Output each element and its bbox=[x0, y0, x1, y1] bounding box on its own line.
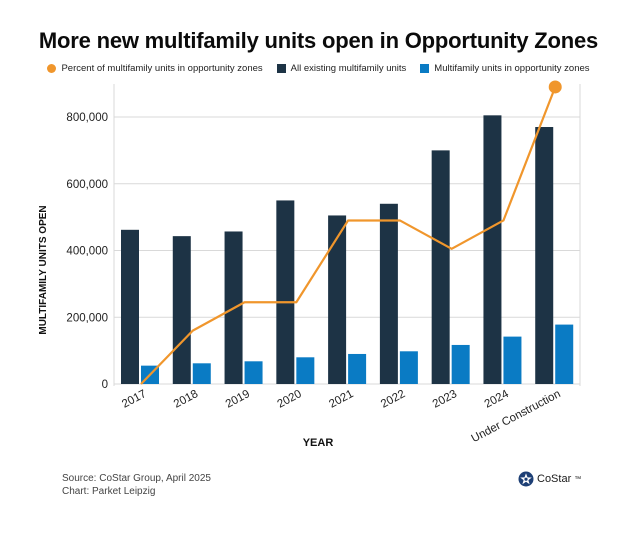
bar-opportunity-units bbox=[348, 353, 367, 384]
bar-opportunity-units bbox=[192, 363, 211, 384]
bar-existing-units bbox=[121, 229, 139, 384]
bar-existing-units bbox=[172, 236, 191, 384]
legend: Percent of multifamily units in opportun… bbox=[0, 63, 637, 74]
source-note: Source: CoStar Group, April 2025 Chart: … bbox=[62, 472, 211, 498]
y-tick-label: 600,000 bbox=[66, 179, 108, 191]
percent-endpoint-marker bbox=[548, 80, 562, 94]
legend-item-percent: Percent of multifamily units in opportun… bbox=[47, 63, 263, 74]
legend-swatch-opportunity bbox=[420, 64, 430, 73]
costar-star-icon bbox=[518, 471, 534, 487]
y-tick-label: 0 bbox=[102, 379, 108, 391]
x-tick-label: 2023 bbox=[431, 388, 459, 411]
legend-swatch-existing bbox=[276, 64, 286, 73]
x-tick-label: 2024 bbox=[483, 388, 512, 411]
source-line: Source: CoStar Group, April 2025 bbox=[62, 473, 211, 484]
bar-opportunity-units bbox=[555, 324, 574, 384]
x-tick-label: Under Construction bbox=[470, 388, 563, 445]
y-tick-label: 400,000 bbox=[66, 246, 108, 258]
legend-item-opportunity: Multifamily units in opportunity zones bbox=[420, 63, 590, 74]
bar-existing-units bbox=[276, 200, 295, 384]
y-tick-labels: 0 200,000 400,000 600,000 800,000 bbox=[66, 112, 108, 391]
legend-item-existing: All existing multifamily units bbox=[276, 63, 407, 74]
legend-label-percent: Percent of multifamily units in opportun… bbox=[61, 63, 263, 74]
gridlines bbox=[113, 84, 581, 386]
bar-existing-units bbox=[328, 215, 347, 384]
x-tick-label: 2022 bbox=[379, 388, 407, 411]
percent-line-layer bbox=[140, 80, 562, 385]
x-tick-label: 2021 bbox=[327, 388, 355, 411]
x-tick-label: 2020 bbox=[276, 388, 304, 411]
bar-existing-units bbox=[379, 203, 398, 384]
bar-opportunity-units bbox=[399, 351, 418, 384]
bar-existing-units bbox=[483, 115, 502, 385]
bar-opportunity-units bbox=[503, 336, 522, 384]
x-tick-label: 2017 bbox=[120, 388, 148, 411]
x-axis-label: YEAR bbox=[303, 437, 334, 449]
bar-opportunity-units bbox=[451, 344, 470, 384]
bars bbox=[121, 115, 574, 385]
bar-existing-units bbox=[431, 150, 450, 384]
bar-opportunity-units bbox=[296, 357, 315, 384]
legend-label-existing: All existing multifamily units bbox=[290, 63, 407, 74]
credit-line: Chart: Parket Leipzig bbox=[62, 486, 156, 497]
logo-trademark: ™ bbox=[574, 475, 582, 483]
bar-existing-units bbox=[535, 127, 554, 384]
y-tick-label: 800,000 bbox=[66, 112, 108, 124]
y-tick-label: 200,000 bbox=[66, 312, 108, 324]
percent-line bbox=[140, 86, 557, 385]
legend-label-opportunity: Multifamily units in opportunity zones bbox=[434, 63, 590, 74]
chart-title: More new multifamily units open in Oppor… bbox=[38, 28, 599, 53]
x-tick-label: 2019 bbox=[224, 388, 252, 411]
costar-logo: CoStar ™ bbox=[518, 471, 581, 487]
x-tick-label: 2018 bbox=[172, 388, 200, 411]
bar-opportunity-units bbox=[244, 361, 263, 384]
legend-swatch-percent bbox=[47, 64, 57, 73]
logo-text: CoStar bbox=[537, 473, 572, 485]
y-axis-label: MULTIFAMILY UNITS OPEN bbox=[38, 205, 49, 334]
